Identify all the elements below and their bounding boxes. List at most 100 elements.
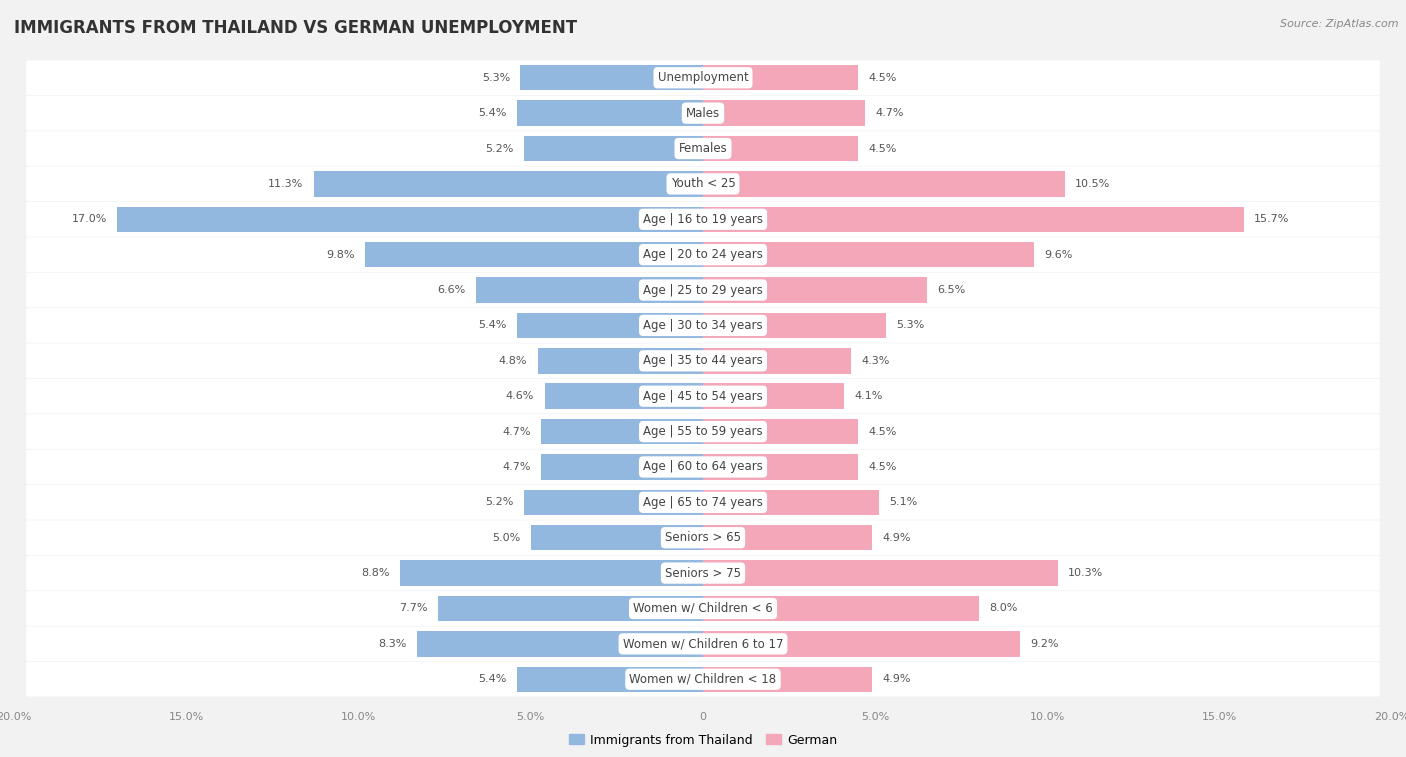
Bar bbox=[703, 384, 844, 409]
Bar bbox=[524, 490, 703, 515]
Text: Women w/ Children < 6: Women w/ Children < 6 bbox=[633, 602, 773, 615]
Text: 5.2%: 5.2% bbox=[485, 144, 513, 154]
Text: Unemployment: Unemployment bbox=[658, 71, 748, 84]
Text: Females: Females bbox=[679, 142, 727, 155]
Text: 9.6%: 9.6% bbox=[1045, 250, 1073, 260]
FancyBboxPatch shape bbox=[27, 520, 1379, 555]
FancyBboxPatch shape bbox=[27, 627, 1379, 661]
Text: Age | 35 to 44 years: Age | 35 to 44 years bbox=[643, 354, 763, 367]
Text: 4.7%: 4.7% bbox=[502, 427, 531, 437]
Text: 7.7%: 7.7% bbox=[399, 603, 427, 613]
FancyBboxPatch shape bbox=[27, 662, 1379, 696]
Bar bbox=[703, 490, 879, 515]
Text: IMMIGRANTS FROM THAILAND VS GERMAN UNEMPLOYMENT: IMMIGRANTS FROM THAILAND VS GERMAN UNEMP… bbox=[14, 19, 578, 37]
FancyBboxPatch shape bbox=[27, 273, 1379, 307]
Text: Youth < 25: Youth < 25 bbox=[671, 177, 735, 191]
Bar bbox=[703, 454, 858, 480]
Text: Age | 25 to 29 years: Age | 25 to 29 years bbox=[643, 284, 763, 297]
Text: Age | 45 to 54 years: Age | 45 to 54 years bbox=[643, 390, 763, 403]
Text: 8.8%: 8.8% bbox=[361, 568, 389, 578]
Text: 10.5%: 10.5% bbox=[1076, 179, 1111, 189]
FancyBboxPatch shape bbox=[27, 131, 1379, 166]
Bar bbox=[475, 277, 703, 303]
Bar bbox=[314, 171, 703, 197]
Text: Seniors > 75: Seniors > 75 bbox=[665, 566, 741, 580]
Bar bbox=[703, 313, 886, 338]
Bar bbox=[517, 666, 703, 692]
Text: 4.7%: 4.7% bbox=[875, 108, 904, 118]
Text: Age | 20 to 24 years: Age | 20 to 24 years bbox=[643, 248, 763, 261]
Text: 4.5%: 4.5% bbox=[869, 73, 897, 83]
FancyBboxPatch shape bbox=[27, 308, 1379, 343]
Bar bbox=[366, 242, 703, 267]
FancyBboxPatch shape bbox=[27, 344, 1379, 378]
Text: 5.2%: 5.2% bbox=[485, 497, 513, 507]
Text: Women w/ Children 6 to 17: Women w/ Children 6 to 17 bbox=[623, 637, 783, 650]
Bar bbox=[541, 454, 703, 480]
Text: 9.2%: 9.2% bbox=[1031, 639, 1059, 649]
FancyBboxPatch shape bbox=[27, 167, 1379, 201]
Bar bbox=[520, 65, 703, 91]
Text: 8.3%: 8.3% bbox=[378, 639, 406, 649]
FancyBboxPatch shape bbox=[27, 591, 1379, 626]
Text: Age | 16 to 19 years: Age | 16 to 19 years bbox=[643, 213, 763, 226]
Bar bbox=[541, 419, 703, 444]
Bar bbox=[418, 631, 703, 656]
Text: 4.7%: 4.7% bbox=[502, 462, 531, 472]
FancyBboxPatch shape bbox=[27, 238, 1379, 272]
FancyBboxPatch shape bbox=[27, 96, 1379, 130]
Bar bbox=[703, 277, 927, 303]
Text: 4.5%: 4.5% bbox=[869, 427, 897, 437]
Bar bbox=[703, 525, 872, 550]
FancyBboxPatch shape bbox=[27, 202, 1379, 237]
Text: 5.3%: 5.3% bbox=[482, 73, 510, 83]
Text: Age | 30 to 34 years: Age | 30 to 34 years bbox=[643, 319, 763, 332]
Bar bbox=[517, 101, 703, 126]
Text: Source: ZipAtlas.com: Source: ZipAtlas.com bbox=[1281, 19, 1399, 29]
Bar bbox=[703, 65, 858, 91]
FancyBboxPatch shape bbox=[27, 414, 1379, 449]
Text: 5.4%: 5.4% bbox=[478, 108, 506, 118]
Text: 17.0%: 17.0% bbox=[72, 214, 107, 224]
Text: Age | 65 to 74 years: Age | 65 to 74 years bbox=[643, 496, 763, 509]
Bar bbox=[703, 631, 1019, 656]
FancyBboxPatch shape bbox=[27, 378, 1379, 413]
Text: 5.4%: 5.4% bbox=[478, 320, 506, 330]
Bar bbox=[703, 171, 1064, 197]
Bar bbox=[399, 560, 703, 586]
Text: Age | 60 to 64 years: Age | 60 to 64 years bbox=[643, 460, 763, 473]
Text: 4.3%: 4.3% bbox=[862, 356, 890, 366]
Text: 15.7%: 15.7% bbox=[1254, 214, 1289, 224]
Text: 8.0%: 8.0% bbox=[988, 603, 1018, 613]
Text: Males: Males bbox=[686, 107, 720, 120]
Bar bbox=[703, 207, 1244, 232]
FancyBboxPatch shape bbox=[27, 61, 1379, 95]
Text: 9.8%: 9.8% bbox=[326, 250, 356, 260]
Bar bbox=[703, 101, 865, 126]
Text: 11.3%: 11.3% bbox=[269, 179, 304, 189]
Bar bbox=[524, 136, 703, 161]
Text: 5.3%: 5.3% bbox=[896, 320, 924, 330]
FancyBboxPatch shape bbox=[27, 450, 1379, 484]
Text: Age | 55 to 59 years: Age | 55 to 59 years bbox=[643, 425, 763, 438]
Text: 5.0%: 5.0% bbox=[492, 533, 520, 543]
Text: 5.1%: 5.1% bbox=[889, 497, 917, 507]
Text: 4.6%: 4.6% bbox=[506, 391, 534, 401]
Text: 6.5%: 6.5% bbox=[938, 285, 966, 295]
Text: Women w/ Children < 18: Women w/ Children < 18 bbox=[630, 673, 776, 686]
Text: 5.4%: 5.4% bbox=[478, 674, 506, 684]
Bar bbox=[517, 313, 703, 338]
Bar bbox=[703, 596, 979, 621]
Text: 10.3%: 10.3% bbox=[1069, 568, 1104, 578]
Text: 4.8%: 4.8% bbox=[499, 356, 527, 366]
Bar bbox=[531, 525, 703, 550]
Bar bbox=[703, 242, 1033, 267]
Bar bbox=[703, 666, 872, 692]
Bar bbox=[544, 384, 703, 409]
Bar bbox=[537, 348, 703, 373]
Text: 4.1%: 4.1% bbox=[855, 391, 883, 401]
Bar bbox=[703, 348, 851, 373]
Bar bbox=[703, 419, 858, 444]
Text: 4.5%: 4.5% bbox=[869, 144, 897, 154]
Text: 4.9%: 4.9% bbox=[882, 674, 911, 684]
